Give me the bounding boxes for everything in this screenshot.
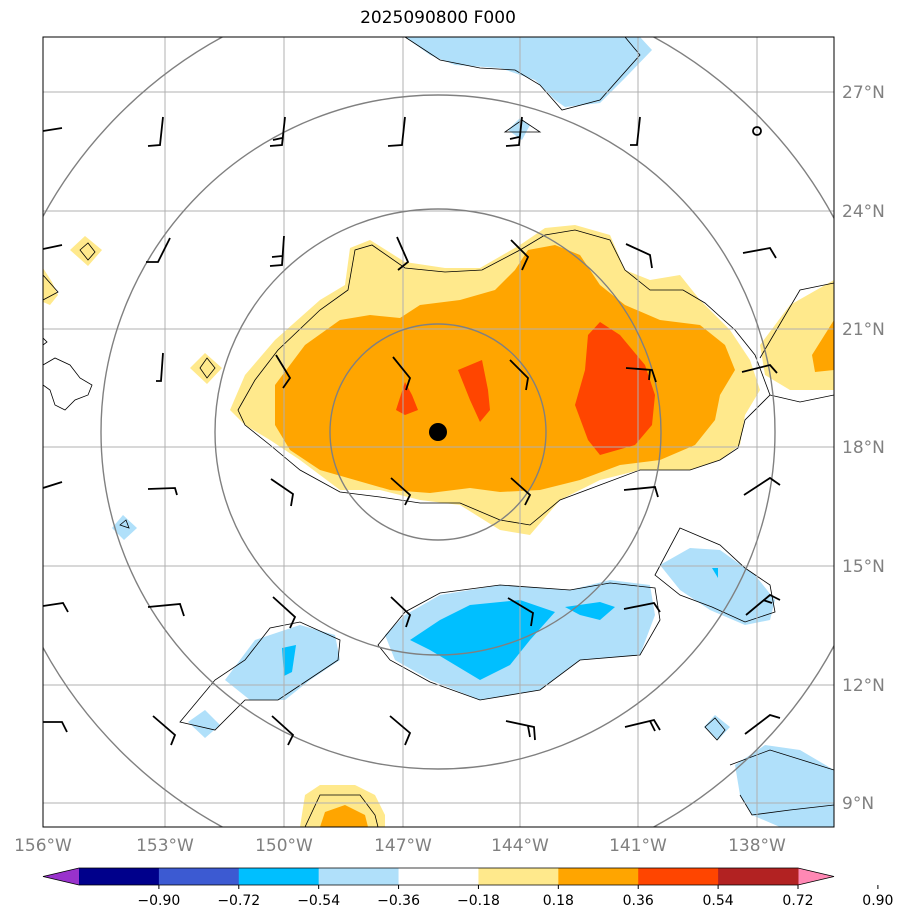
colorbar: −0.90 −0.72 −0.54 −0.36 −0.18 0.18 0.36 0.54 0.7…: [42, 867, 893, 909]
colorbar-swatch: [718, 868, 799, 885]
plot-frame: [42, 36, 835, 828]
lat-label: 12°N: [842, 676, 885, 696]
lat-label: 9°N: [842, 794, 874, 814]
colorbar-extend-high: [798, 868, 834, 885]
graticule: [43, 37, 834, 827]
colorbar-tick-label: 0.72: [782, 893, 813, 909]
colorbar-swatch: [638, 868, 719, 885]
colorbar-tick-label: −0.36: [377, 893, 420, 909]
lat-label: 18°N: [842, 438, 885, 458]
distance-rings: [43, 37, 834, 827]
colorbar-tick-label: 0.36: [623, 893, 654, 909]
colorbar-swatch: [238, 868, 320, 885]
lon-label: 153°W: [136, 836, 194, 856]
colorbar-outline: [42, 867, 835, 886]
wind-barbs: [43, 116, 781, 746]
latitude-labels: 27°N 24°N 21°N 18°N 15°N 12°N 9°N: [842, 83, 885, 814]
storm-center-marker: [429, 423, 447, 441]
positive-shading-mid: [275, 245, 834, 827]
lat-label: 21°N: [842, 320, 885, 340]
colorbar-tick-label: 0.54: [703, 893, 734, 909]
colorbar-tick-label: −0.54: [297, 893, 340, 909]
colorbar-tick-label: −0.18: [457, 893, 500, 909]
lat-label: 15°N: [842, 557, 885, 577]
plot-area: [43, 37, 834, 827]
colorbar-swatch: [558, 868, 639, 885]
lon-label: 147°W: [374, 836, 432, 856]
calm-wind-icon: [752, 126, 762, 136]
colorbar-swatch: [318, 868, 400, 885]
lon-label: 156°W: [14, 836, 72, 856]
lon-label: 150°W: [255, 836, 313, 856]
colorbar-tick-label: −0.90: [137, 893, 180, 909]
lat-label: 24°N: [842, 202, 885, 222]
lon-label: 144°W: [491, 836, 549, 856]
positive-shading-high: [396, 322, 655, 455]
contour-lines: [43, 37, 834, 827]
longitude-labels: 156°W 153°W 150°W 147°W 144°W 141°W 138°…: [14, 836, 786, 856]
colorbar-swatch: [398, 868, 479, 885]
lat-label: 27°N: [842, 83, 885, 103]
colorbar-tick-label: −0.72: [217, 893, 260, 909]
lon-label: 141°W: [609, 836, 667, 856]
map-title: 2025090800 F000: [360, 8, 516, 28]
colorbar-swatch: [79, 868, 160, 885]
colorbar-swatch: [478, 868, 559, 885]
colorbar-extend-low: [43, 868, 79, 885]
colorbar-tick-label: 0.90: [862, 893, 893, 909]
colorbar-tick-label: 0.18: [543, 893, 574, 909]
lon-label: 138°W: [728, 836, 786, 856]
colorbar-swatch: [158, 868, 240, 885]
